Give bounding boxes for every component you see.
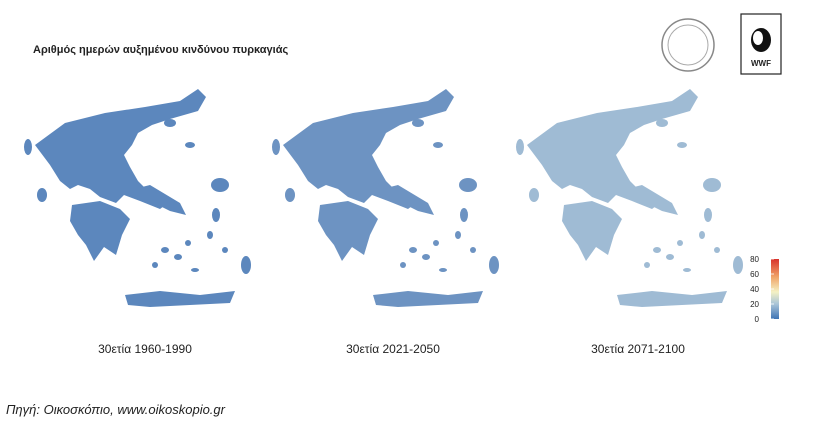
colorbar [771, 259, 779, 319]
map [24, 89, 251, 307]
legend-tick-label: 20 [750, 300, 759, 309]
legend-tick-label: 0 [755, 315, 760, 324]
title: Αριθμός ημερών αυξημένου κινδύνου πυρκαγ… [33, 44, 288, 56]
university-seal [661, 18, 715, 72]
source: Πηγή: Οικοσκόπιο, www.oikoskopio.gr [6, 402, 226, 417]
map [516, 89, 743, 307]
wwf-text: WWF [751, 59, 771, 68]
panda-face [753, 31, 763, 45]
university-seal-inner [667, 24, 709, 66]
legend-tick-label: 60 [750, 270, 759, 279]
legend-tick-label: 80 [750, 255, 759, 264]
legend-tick-label: 40 [750, 285, 759, 294]
map-caption: 30ετία 2071-2100 [591, 342, 685, 356]
wwf-logo [740, 13, 782, 75]
map-caption: 30ετία 2021-2050 [346, 342, 440, 356]
map-caption: 30ετία 1960-1990 [98, 342, 192, 356]
map [272, 89, 499, 307]
